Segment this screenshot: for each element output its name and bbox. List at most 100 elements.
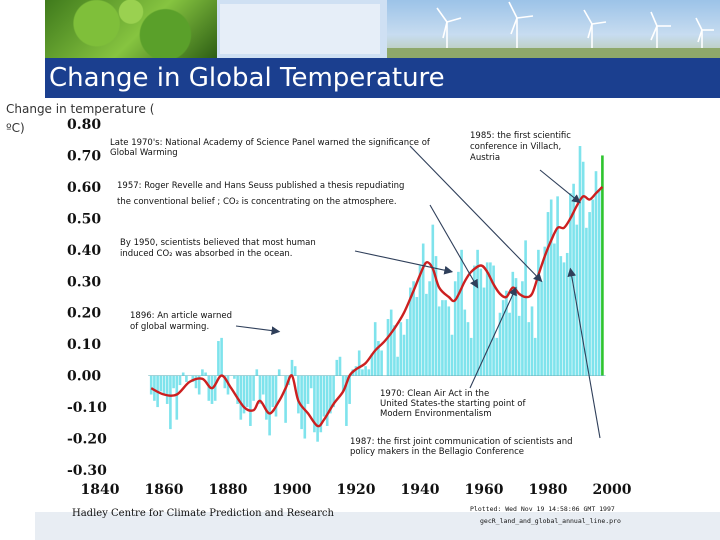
temperature-bar — [505, 290, 508, 376]
y-tick-label: 0.10 — [67, 337, 101, 353]
temperature-bar — [313, 375, 316, 433]
temperature-bar — [386, 319, 390, 376]
temperature-bar — [425, 293, 428, 376]
temperature-bar — [495, 337, 499, 376]
temperature-bar — [367, 369, 371, 376]
x-axis-ticks: 1840 1860 1880 1900 1920 1940 1960 1980 2000 — [81, 482, 632, 498]
temperature-bar — [380, 350, 383, 376]
temperature-bar — [479, 268, 483, 376]
temperature-bar — [345, 375, 348, 426]
temperature-bar — [274, 375, 278, 417]
temperature-bar — [191, 375, 195, 382]
temperature-bar — [421, 243, 425, 376]
temperature-bar — [233, 375, 236, 379]
temperature-bar — [489, 262, 492, 376]
temperature-bar — [527, 322, 531, 376]
x-tick-label: 1840 — [81, 482, 120, 498]
title-bar: Change in Global Temperature — [45, 58, 720, 98]
temperature-bar — [185, 375, 188, 382]
temperature-bar — [473, 265, 476, 376]
temperature-bar — [169, 375, 172, 430]
temperature-bar — [181, 372, 185, 376]
temperature-bar — [249, 375, 252, 426]
temperature-bar — [415, 297, 419, 376]
temperature-bar — [322, 375, 326, 417]
temperature-bar — [559, 256, 563, 376]
temperature-bar — [213, 375, 217, 401]
smoothed-trend-line — [150, 186, 604, 428]
temperature-bar — [265, 375, 268, 420]
temperature-bar — [245, 375, 249, 408]
temperature-bar — [441, 300, 444, 376]
temperature-bar — [325, 375, 329, 426]
temperature-bar — [319, 375, 323, 433]
y-tick-label: -0.10 — [67, 400, 107, 416]
temperature-bar — [300, 375, 303, 430]
temperature-bar — [591, 199, 595, 376]
y-tick-label: 0.80 — [67, 117, 101, 133]
temperature-bar — [565, 252, 569, 376]
temperature-bar — [511, 271, 515, 376]
annotation-text: Modern Environmentalism — [380, 409, 492, 419]
annotation-text: induced CO₂ was absorbed in the ocean. — [120, 249, 293, 259]
x-tick-label: 1900 — [273, 482, 312, 498]
temperature-bar — [223, 375, 227, 389]
y-tick-label: 0.60 — [67, 180, 101, 196]
temperature-bar — [437, 306, 441, 376]
wind-turbine-photo — [387, 0, 720, 58]
temperature-bar — [517, 315, 521, 376]
temperature-bar — [402, 334, 406, 376]
temperature-bar — [434, 256, 438, 376]
leaf-photo — [45, 0, 217, 58]
annotation-text: By 1950, scientists believed that most h… — [120, 238, 316, 248]
temperature-bar — [533, 337, 537, 376]
temperature-bar — [194, 375, 198, 389]
temperature-bar — [409, 287, 412, 376]
y-tick-label: 0.40 — [67, 243, 101, 259]
x-tick-label: 1980 — [529, 482, 568, 498]
temperature-bar — [581, 161, 585, 376]
temperature-bar — [460, 249, 463, 376]
x-tick-label: 1920 — [337, 482, 376, 498]
annotation-text: the conventional belief ; CO₂ is concent… — [117, 197, 397, 207]
y-tick-label: -0.20 — [67, 432, 107, 448]
temperature-bar — [242, 375, 246, 414]
temperature-bar — [588, 212, 591, 376]
temperature-bar — [175, 375, 179, 420]
y-axis-caption-line1: Change in temperature ( — [6, 102, 155, 116]
y-axis-ticks: 0.80 0.70 0.60 0.50 0.40 0.30 0.20 0.10 0.00 -0.1… — [67, 117, 107, 479]
temperature-bar — [361, 369, 364, 376]
temperature-bar — [405, 319, 409, 376]
temperature-bar — [364, 366, 367, 376]
temperature-bar — [153, 375, 156, 401]
temperature-bar — [239, 375, 243, 420]
y-tick-label: 0.50 — [67, 211, 101, 227]
annotation-text: 1957: Roger Revelle and Hans Seuss publi… — [117, 181, 404, 191]
temperature-bar — [546, 212, 550, 376]
temperature-bar — [329, 375, 332, 414]
annotation-text: Late 1970's: National Academy of Science… — [110, 138, 431, 148]
y-axis-caption-line2: ºC) — [6, 121, 25, 135]
annotation-arrow — [567, 267, 601, 439]
temperature-bar — [341, 375, 345, 392]
temperature-bar — [396, 356, 399, 376]
temperature-bar — [162, 375, 166, 395]
temperature-bar — [444, 300, 447, 376]
temperature-bar — [258, 375, 262, 404]
temperature-bar — [348, 375, 351, 404]
temperature-bar — [252, 375, 255, 401]
temperature-bar — [399, 322, 403, 376]
temperature-bar — [501, 300, 505, 376]
temperature-bar — [447, 306, 451, 376]
temperature-bar — [530, 306, 534, 376]
temperature-bar — [268, 375, 271, 436]
annotation-text: 1970: Clean Air Act in the — [380, 389, 489, 399]
temperature-bar — [498, 312, 502, 376]
temperature-bar — [306, 375, 310, 404]
annotations: Late 1970's: National Academy of Science… — [110, 131, 601, 457]
temperature-bar — [271, 375, 275, 408]
temperature-bar — [453, 281, 457, 376]
temperature-bar — [549, 199, 553, 376]
y-axis-caption: Change in temperature ( ºC) — [6, 100, 166, 138]
